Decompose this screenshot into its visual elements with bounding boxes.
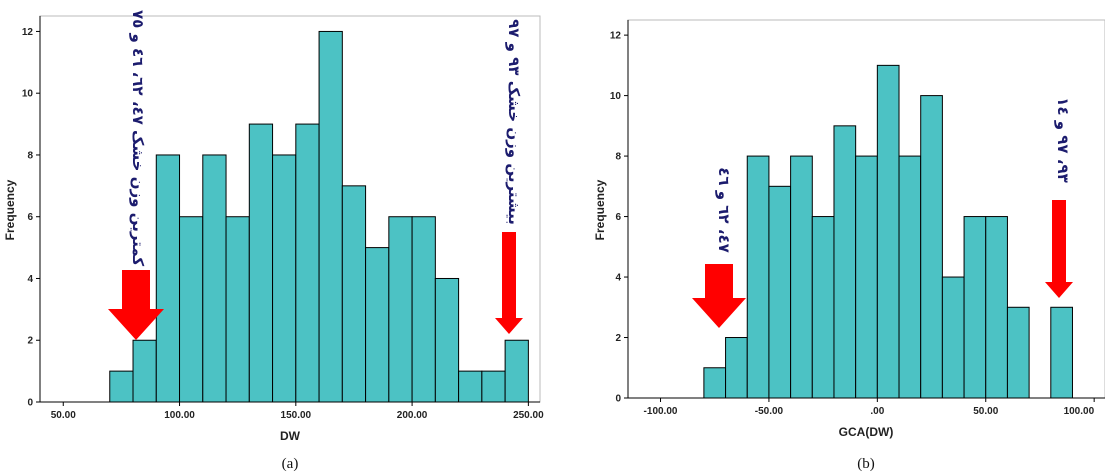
y-axis-label-b: Frequency — [593, 179, 607, 240]
caption-a: (a) — [282, 456, 299, 472]
annotation-right-a: بیشترین وزن خشک ٩٣ و ٩٧ — [505, 19, 523, 225]
x-tick-label-b-0: -100.00 — [644, 406, 678, 417]
histogram-bar-a-12 — [388, 216, 413, 403]
histogram-bar-b-0 — [703, 367, 727, 399]
y-tick-label-a-0: 0 — [27, 398, 33, 409]
y-tick-label-b-0: 0 — [615, 394, 621, 405]
annotation-left-b: ٤٧، ٦٢ و ٤٦ — [715, 167, 733, 253]
yticks-a: 0 2 4 6 8 10 12 — [22, 27, 40, 409]
histogram-bar-a-6 — [248, 123, 274, 403]
x-axis-label-b: GCA(DW) — [839, 425, 894, 439]
histogram-bar-b-3 — [768, 185, 792, 399]
histogram-bar-a-14 — [434, 277, 460, 403]
histogram-bar-b-9 — [898, 155, 922, 399]
histogram-bar-b-12 — [963, 216, 987, 399]
y-tick-label-b-4: 8 — [615, 152, 621, 163]
annotation-left-a: کمترین وزن خشک ٤٧، ٦٢، ٤٦ و ٧٥ — [129, 10, 147, 266]
histogram-bar-b-14 — [1006, 306, 1030, 399]
y-tick-label-a-1: 2 — [27, 336, 33, 347]
x-tick-label-a-1: 100.00 — [164, 410, 195, 421]
histogram-bar-a-7 — [272, 154, 297, 403]
x-axis-label-a: DW — [280, 429, 301, 443]
panel-b: -100.00 -50.00 .00 50.00 100.00 0 2 4 6 8 10 12 GC… — [593, 19, 1105, 472]
histogram-bar-b-11 — [941, 276, 965, 399]
y-tick-label-b-5: 10 — [610, 91, 622, 102]
arrow-down-right-b — [1045, 200, 1073, 298]
histogram-bar-a-4 — [202, 154, 227, 403]
y-tick-label-a-2: 4 — [27, 274, 33, 285]
histogram-bar-a-0 — [109, 370, 134, 403]
histogram-bar-a-17 — [504, 339, 529, 403]
x-tick-label-b-4: 100.00 — [1064, 406, 1095, 417]
histogram-bar-a-9 — [318, 30, 343, 403]
histogram-bar-b-5 — [811, 216, 835, 399]
bars-a — [109, 30, 529, 403]
histogram-bar-b-4 — [790, 155, 813, 399]
y-tick-label-b-3: 6 — [615, 212, 621, 223]
histogram-bar-a-5 — [225, 216, 250, 403]
arrow-down-left-a — [108, 270, 164, 340]
bars-b — [703, 64, 1073, 399]
y-tick-label-a-5: 10 — [22, 89, 34, 100]
histogram-bar-b-6 — [833, 125, 857, 399]
x-tick-label-a-4: 250.00 — [513, 410, 544, 421]
xticks-b: -100.00 -50.00 .00 50.00 100.00 — [644, 398, 1095, 417]
x-tick-label-a-2: 150.00 — [281, 410, 312, 421]
histogram-bar-a-16 — [481, 370, 506, 403]
histogram-bar-a-13 — [411, 216, 436, 403]
histogram-bar-b-8 — [876, 64, 900, 399]
histogram-bar-a-2 — [155, 154, 181, 403]
y-tick-label-a-3: 6 — [27, 212, 33, 223]
yticks-b: 0 2 4 6 8 10 12 — [610, 31, 628, 405]
x-tick-label-b-2: .00 — [870, 406, 884, 417]
xticks-a: 50.00 100.00 150.00 200.00 250.00 — [51, 402, 544, 421]
histogram-bar-b-1 — [725, 337, 748, 399]
histogram-bar-b-2 — [746, 155, 770, 399]
y-tick-label-b-1: 2 — [615, 333, 621, 344]
y-tick-label-a-6: 12 — [22, 27, 34, 38]
histogram-bar-a-1 — [132, 339, 157, 403]
caption-b: (b) — [857, 456, 875, 472]
histogram-bar-a-10 — [341, 185, 367, 403]
histogram-bar-a-11 — [365, 247, 390, 403]
histogram-bar-b-10 — [920, 95, 943, 399]
y-tick-label-a-4: 8 — [27, 150, 33, 161]
histogram-bar-b-7 — [855, 155, 878, 399]
histogram-bar-b-13 — [985, 216, 1008, 399]
arrow-down-left-b — [692, 264, 746, 328]
x-tick-label-a-3: 200.00 — [397, 410, 428, 421]
histogram-bar-a-15 — [458, 370, 483, 403]
y-tick-label-b-2: 4 — [615, 273, 621, 284]
x-tick-label-a-0: 50.00 — [51, 410, 76, 421]
x-tick-label-b-3: 50.00 — [973, 406, 998, 417]
histogram-bar-a-8 — [295, 123, 320, 403]
y-axis-label-a: Frequency — [3, 179, 17, 240]
histogram-bar-a-3 — [179, 216, 204, 403]
histogram-bar-b-15 — [1050, 306, 1073, 399]
panel-a: 50.00 100.00 150.00 200.00 250.00 024681012 … — [3, 10, 544, 472]
y-tick-label-b-6: 12 — [610, 31, 622, 42]
annotation-right-b: ٩٣، ٩٧ و ١٤ — [1054, 97, 1072, 183]
x-tick-label-b-1: -50.00 — [755, 406, 784, 417]
arrow-down-right-a — [495, 232, 523, 334]
